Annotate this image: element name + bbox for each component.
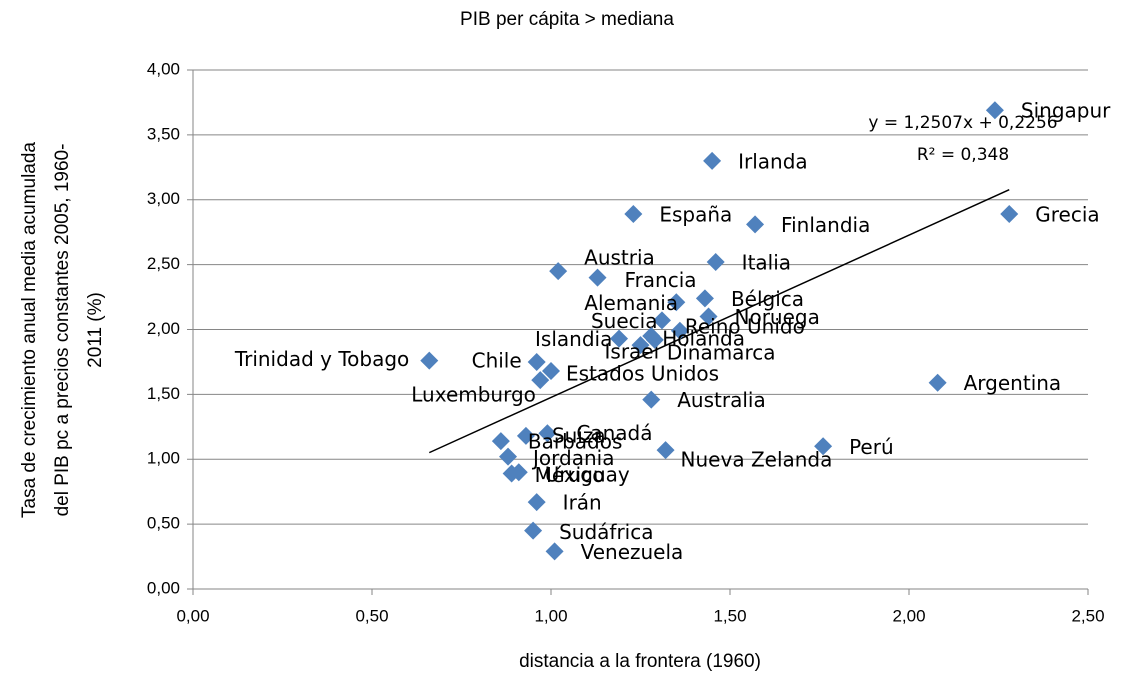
- point-label: Perú: [849, 435, 894, 459]
- point: [746, 215, 765, 234]
- trendline-r2: R² = 0,348: [917, 145, 1009, 165]
- point: [527, 493, 546, 512]
- trendline: [428, 189, 1010, 454]
- y-tick-label: 2,00: [147, 319, 180, 338]
- point: [706, 253, 725, 272]
- point-label: Uruguay: [545, 463, 630, 487]
- y-tick-label: 0,50: [147, 514, 180, 533]
- point-label: Estados Unidos: [566, 362, 719, 386]
- point: [631, 336, 650, 355]
- point-label: Argentina: [964, 371, 1062, 395]
- chart-title: PIB per cápita > mediana: [460, 9, 674, 30]
- point: [549, 262, 568, 281]
- point-label: Islandia: [535, 327, 612, 351]
- point: [527, 352, 546, 371]
- y-tick-label: 1,00: [147, 449, 180, 468]
- y-axis-title-line: 2011 (%): [85, 292, 106, 368]
- point: [516, 426, 535, 445]
- point: [610, 329, 629, 348]
- point: [1000, 205, 1019, 224]
- point: [695, 289, 714, 308]
- point-label: Alemania: [584, 291, 678, 315]
- trendline-equation: y = 1,2507x + 0,2256: [868, 113, 1057, 133]
- y-tick-label: 0,00: [147, 578, 180, 597]
- point-label: Irán: [563, 491, 602, 515]
- point-label: Holanda: [662, 326, 745, 350]
- x-axis-title: distancia a la frontera (1960): [519, 651, 761, 672]
- y-tick-label: 3,00: [147, 189, 180, 208]
- point-label: Irlanda: [738, 149, 808, 173]
- point-label: Jordania: [531, 446, 614, 470]
- point: [667, 293, 686, 312]
- point-label: Suecia: [591, 309, 657, 333]
- y-tick-label: 3,50: [147, 124, 180, 143]
- point-label: Italia: [742, 251, 791, 275]
- point: [509, 463, 528, 482]
- point: [645, 330, 664, 349]
- x-tick-label: 0,50: [355, 606, 388, 625]
- point-label: Austria: [584, 246, 655, 270]
- y-tick-label: 1,50: [147, 384, 180, 403]
- x-tick-label: 0,00: [176, 606, 209, 625]
- point-label: Finlandia: [781, 213, 870, 237]
- point: [588, 268, 607, 287]
- x-tick-label: 2,00: [892, 606, 925, 625]
- point: [545, 542, 564, 561]
- point: [491, 432, 510, 451]
- point: [624, 205, 643, 224]
- point-label: Singapur: [1021, 99, 1111, 123]
- point: [524, 521, 543, 540]
- point: [703, 151, 722, 170]
- point: [814, 437, 833, 456]
- point-label: España: [659, 203, 732, 227]
- point-label: Francia: [625, 268, 697, 292]
- point-label: Nueva Zelanda: [681, 448, 833, 472]
- point: [420, 351, 439, 370]
- point-label: Luxemburgo: [411, 383, 536, 407]
- y-tick-label: 2,50: [147, 254, 180, 273]
- point-label: Dinamarca: [667, 340, 776, 364]
- point-label: Suiza: [552, 423, 606, 447]
- point-label: Chile: [472, 348, 522, 372]
- point-label: Australia: [677, 388, 765, 412]
- point: [699, 307, 718, 326]
- point-label: Bélgica: [731, 287, 804, 311]
- point: [652, 311, 671, 330]
- point: [670, 321, 689, 340]
- x-tick-label: 1,00: [534, 606, 567, 625]
- point-label: Noruega: [735, 305, 820, 329]
- point: [656, 441, 675, 460]
- y-axis-title-line: del PIB pc a precios constantes 2005, 19…: [52, 144, 73, 517]
- point: [538, 424, 557, 443]
- point-label: México: [535, 463, 605, 487]
- point: [542, 362, 560, 381]
- point: [642, 390, 661, 409]
- point-label: Trinidad y Tobago: [234, 347, 409, 371]
- y-tick-label: 4,00: [147, 59, 180, 78]
- point-label: Sudáfrica: [559, 520, 653, 544]
- point-label: Venezuela: [581, 540, 684, 564]
- point-label: Grecia: [1035, 203, 1099, 227]
- point-label: Canadá: [576, 421, 652, 445]
- y-axis-title-line: Tasa de crecimiento anual media acumulad…: [19, 142, 40, 518]
- point-label: Barbados: [528, 430, 623, 454]
- point: [499, 447, 518, 466]
- y-axis-title: Tasa de crecimiento anual media acumulad…: [19, 142, 106, 518]
- x-tick-label: 1,50: [713, 606, 746, 625]
- x-tick-label: 2,50: [1071, 606, 1104, 625]
- point: [985, 101, 1004, 120]
- point: [531, 371, 550, 390]
- point-label: Reino Unido: [685, 314, 805, 338]
- point: [928, 373, 947, 392]
